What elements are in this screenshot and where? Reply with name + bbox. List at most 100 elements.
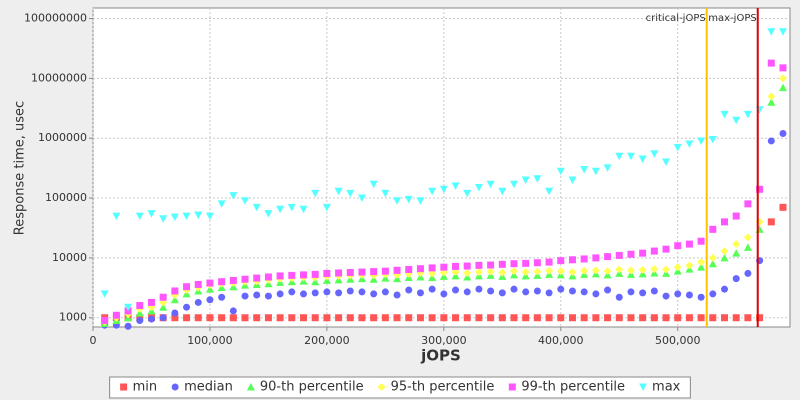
point: [708, 136, 717, 144]
point: [346, 314, 354, 322]
point: [428, 187, 437, 196]
point: [393, 291, 401, 299]
legend-label: 95-th percentile: [391, 380, 495, 395]
point: [428, 314, 436, 322]
legend-marker: [377, 383, 386, 391]
point: [358, 288, 366, 296]
point: [662, 314, 670, 322]
point: [767, 28, 776, 36]
point: [112, 212, 121, 221]
point: [124, 322, 132, 330]
point: [416, 289, 424, 297]
point: [498, 314, 506, 322]
point: [101, 316, 109, 324]
legend: min median 90-th percentile 95-th percentil…: [109, 376, 691, 399]
point: [393, 314, 401, 322]
point: [510, 260, 518, 268]
point: [405, 314, 413, 322]
point: [756, 314, 764, 322]
legend-marker: [508, 383, 516, 391]
point: [253, 274, 261, 282]
point: [732, 314, 740, 322]
point: [381, 189, 390, 198]
point: [241, 275, 249, 283]
point: [323, 269, 331, 277]
point: [451, 268, 460, 277]
point: [767, 98, 776, 106]
point: [779, 129, 787, 137]
point: [650, 247, 658, 255]
y-axis-label: Response time, usec: [13, 101, 28, 235]
point: [743, 110, 752, 119]
point: [358, 268, 366, 276]
y-tick-label: 100000: [45, 191, 87, 204]
point: [498, 187, 507, 196]
point: [639, 249, 647, 257]
point: [335, 314, 343, 322]
point: [743, 233, 752, 242]
point: [697, 263, 706, 271]
point: [767, 137, 775, 145]
point: [229, 192, 238, 200]
point: [241, 292, 249, 300]
point: [604, 253, 612, 261]
point: [475, 314, 483, 322]
reference-label: max-jOPS: [708, 13, 756, 24]
point: [568, 176, 577, 185]
legend-label: median: [184, 380, 233, 395]
point: [662, 265, 671, 274]
point: [334, 187, 343, 196]
point: [603, 267, 612, 276]
point: [732, 249, 741, 257]
point: [545, 289, 553, 297]
x-tick-label: 200,000: [304, 334, 350, 347]
point: [591, 266, 600, 275]
legend-label: min: [133, 380, 158, 395]
point: [170, 213, 179, 222]
point: [638, 265, 647, 274]
point: [778, 83, 787, 92]
point: [194, 298, 202, 306]
point: [487, 261, 495, 269]
point: [721, 218, 729, 226]
point: [732, 212, 740, 220]
point: [335, 269, 343, 277]
point: [627, 288, 635, 296]
point: [580, 255, 588, 263]
point: [370, 314, 378, 322]
point: [311, 314, 319, 322]
legend-marker: [246, 383, 255, 391]
point: [428, 269, 437, 278]
point: [428, 264, 436, 272]
point: [708, 259, 717, 268]
point: [276, 290, 284, 298]
point: [556, 167, 565, 176]
y-tick-label: 1000: [59, 311, 87, 324]
point: [778, 28, 787, 36]
point: [510, 314, 518, 322]
point: [592, 254, 600, 262]
point: [779, 64, 787, 72]
point: [557, 285, 565, 293]
point: [732, 240, 741, 249]
point: [253, 291, 261, 299]
point: [288, 314, 296, 322]
point: [322, 203, 331, 212]
point: [674, 314, 682, 322]
point: [474, 268, 483, 277]
point: [112, 311, 120, 319]
point: [674, 242, 682, 250]
point: [650, 314, 658, 322]
point: [183, 303, 191, 311]
point: [778, 74, 787, 83]
point: [381, 314, 389, 322]
point: [159, 215, 168, 223]
point: [662, 245, 670, 253]
legend-label: 90-th percentile: [260, 380, 364, 395]
legend-label: 99-th percentile: [521, 380, 625, 395]
point: [557, 257, 565, 265]
point: [358, 314, 366, 322]
point: [673, 263, 682, 272]
point: [744, 200, 752, 208]
